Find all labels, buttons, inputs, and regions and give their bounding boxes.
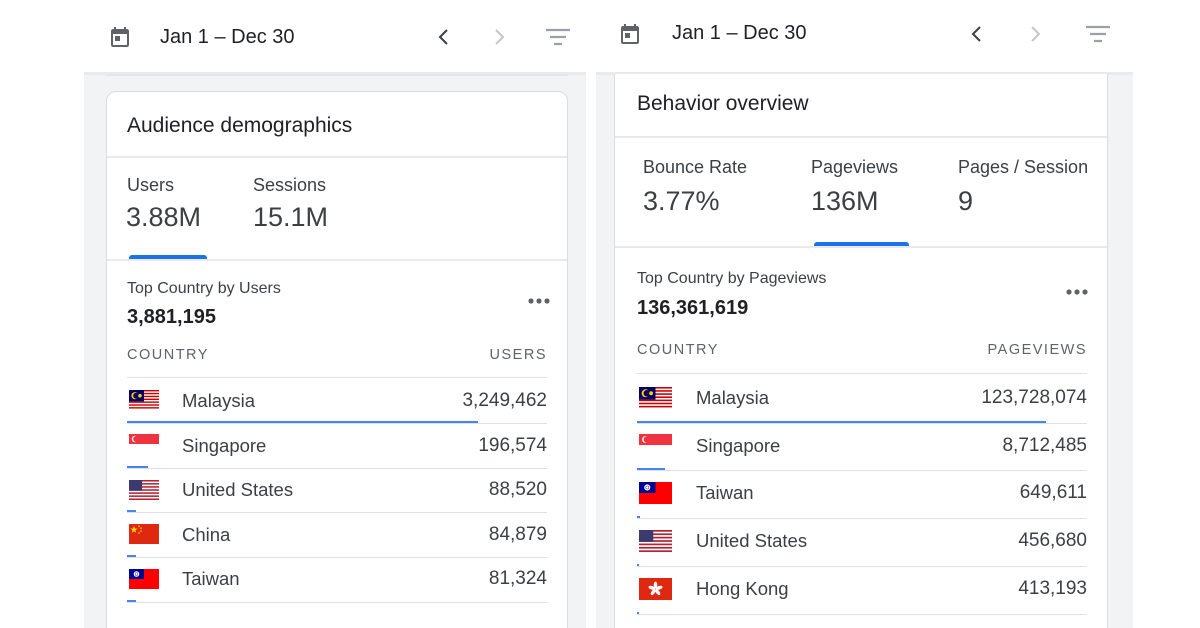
chevron-right-icon[interactable] — [487, 25, 511, 49]
column-header-users: USERS — [489, 347, 547, 363]
card-title: Audience demographics — [127, 114, 353, 137]
country-name: Singapore — [696, 435, 781, 456]
country-name: Hong Kong — [696, 578, 789, 599]
share-bar — [637, 468, 665, 470]
more-options-icon[interactable] — [1065, 284, 1089, 295]
table-subtitle: Top Country by Pageviews — [637, 270, 827, 287]
hong-kong-flag — [639, 578, 672, 600]
row-divider — [127, 557, 547, 558]
country-name: Malaysia — [182, 390, 255, 411]
chevron-left-icon[interactable] — [965, 22, 989, 46]
date-range[interactable]: Jan 1 – Dec 30 — [160, 26, 295, 48]
row-divider — [637, 518, 1087, 519]
share-bar — [127, 466, 148, 468]
row-divider — [127, 377, 547, 378]
country-value: 81,324 — [488, 568, 547, 589]
chevron-left-icon[interactable] — [432, 25, 456, 49]
country-name: Singapore — [182, 435, 267, 456]
card-title: Behavior overview — [637, 92, 809, 115]
row-divider — [637, 566, 1087, 567]
filter-icon[interactable] — [545, 25, 571, 49]
calendar-icon[interactable] — [108, 25, 132, 49]
share-bar — [637, 421, 1046, 423]
country-value: 456,680 — [1018, 530, 1087, 551]
divider — [615, 246, 1107, 248]
share-bar — [127, 600, 136, 602]
chevron-right-icon[interactable] — [1023, 22, 1047, 46]
previous-card-edge — [106, 74, 568, 76]
table-total: 136,361,619 — [637, 297, 749, 319]
metric-label: Bounce Rate — [643, 157, 748, 177]
country-name: Malaysia — [696, 387, 769, 408]
country-name: United States — [696, 530, 808, 551]
metric-label: Pageviews — [811, 157, 899, 177]
country-value: 649,611 — [1019, 482, 1087, 503]
country-name: China — [182, 524, 231, 545]
country-value: 8,712,485 — [1002, 435, 1087, 456]
calendar-icon[interactable] — [618, 22, 642, 46]
country-name: Taiwan — [182, 568, 240, 589]
selected-tab-indicator — [129, 255, 207, 259]
selected-tab-indicator — [814, 242, 909, 246]
china-flag — [129, 524, 159, 544]
share-bar — [637, 516, 640, 518]
country-name: Taiwan — [696, 482, 754, 503]
divider — [107, 259, 567, 261]
share-bar — [127, 421, 478, 423]
row-divider — [127, 512, 547, 513]
audience-demographics-card — [106, 91, 568, 628]
share-bar — [637, 612, 639, 614]
right-toolbar-shadow — [596, 72, 1133, 75]
share-bar — [127, 510, 136, 512]
column-header-country: COUNTRY — [127, 347, 209, 363]
country-value: 88,520 — [488, 479, 547, 500]
row-divider — [127, 423, 547, 424]
filter-icon[interactable] — [1085, 22, 1111, 46]
table-subtitle: Top Country by Users — [127, 280, 281, 297]
metric-label: Users — [127, 175, 175, 195]
country-value: 413,193 — [1018, 578, 1087, 599]
share-bar — [127, 555, 136, 557]
malaysia-flag — [129, 390, 159, 410]
singapore-flag — [129, 434, 159, 454]
column-header-country: COUNTRY — [637, 342, 719, 358]
metric-label: Sessions — [253, 175, 327, 195]
metric-value: 136M — [811, 186, 879, 216]
united-states-flag — [639, 530, 672, 552]
metric-label: Pages / Session — [958, 157, 1089, 177]
united-states-flag — [129, 480, 159, 500]
row-divider — [637, 614, 1087, 615]
column-header-pageviews: PAGEVIEWS — [987, 342, 1087, 358]
taiwan-flag — [639, 482, 672, 504]
row-divider — [637, 423, 1087, 424]
row-divider — [637, 470, 1087, 471]
left-toolbar-shadow — [84, 72, 586, 75]
date-range[interactable]: Jan 1 – Dec 30 — [672, 22, 807, 44]
behavior-overview-card — [614, 74, 1108, 628]
metric-value: 15.1M — [253, 202, 329, 232]
row-divider — [127, 468, 547, 469]
divider — [615, 136, 1107, 138]
metric-value: 3.88M — [126, 202, 202, 232]
metric-value: 9 — [958, 186, 974, 216]
more-options-icon[interactable] — [527, 293, 551, 304]
country-value: 196,574 — [478, 435, 547, 456]
share-bar — [637, 564, 639, 566]
country-value: 3,249,462 — [462, 390, 547, 411]
row-divider — [127, 602, 547, 603]
singapore-flag — [639, 434, 672, 456]
country-value: 84,879 — [488, 524, 547, 545]
metric-value: 3.77% — [643, 186, 720, 216]
taiwan-flag — [129, 569, 159, 589]
divider — [107, 156, 567, 158]
row-divider — [637, 373, 1087, 374]
table-total: 3,881,195 — [127, 306, 216, 328]
country-value: 123,728,074 — [981, 387, 1087, 408]
country-name: United States — [182, 479, 294, 500]
malaysia-flag — [639, 387, 672, 409]
